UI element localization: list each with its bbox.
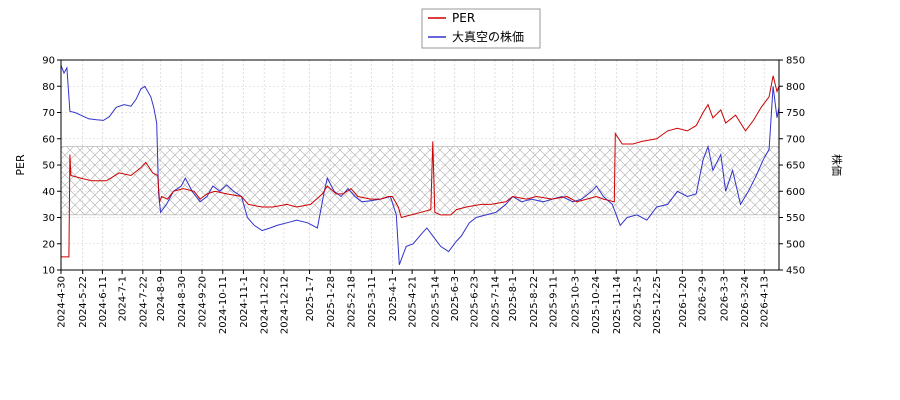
x-tick-label: 2025-4-21	[408, 276, 419, 328]
x-tick-label: 2025-8-1	[508, 276, 519, 321]
left-tick-label: 50	[42, 161, 55, 172]
x-tick-label: 2025-12-25	[652, 276, 663, 334]
x-tick-label: 2025-5-14	[430, 276, 441, 328]
legend: PER 大真空の株価	[421, 8, 541, 49]
left-tick-label: 90	[42, 56, 55, 67]
right-axis-label: 株価	[830, 154, 844, 176]
x-tick-label: 2025-6-23	[470, 276, 481, 328]
x-tick-label: 2025-4-1	[388, 276, 399, 321]
right-tick-label: 450	[786, 266, 805, 277]
right-tick-label: 600	[786, 187, 805, 198]
x-axis-ticks: 2024-4-30 2024-5-22 2024-6-11 2024-7-1 2024-…	[57, 270, 771, 334]
left-tick-label: 20	[42, 239, 55, 250]
left-tick-label: 70	[42, 108, 55, 119]
x-tick-label: 2024-8-30	[177, 276, 188, 328]
x-tick-label: 2025-1-28	[326, 276, 337, 328]
x-tick-label: 2025-10-24	[591, 276, 602, 334]
right-tick-label: 650	[786, 161, 805, 172]
right-tick-label: 700	[786, 134, 805, 145]
left-tick-label: 10	[42, 266, 55, 277]
x-tick-label: 2025-6-3	[450, 276, 461, 321]
crosshatch-band	[60, 146, 780, 216]
x-tick-label: 2025-12-5	[632, 276, 643, 328]
x-tick-label: 2024-12-12	[279, 276, 290, 334]
legend-label-price: 大真空の株価	[452, 29, 524, 44]
legend-box	[421, 8, 541, 49]
x-tick-label: 2025-10-3	[570, 276, 581, 328]
x-tick-label: 2025-1-7	[305, 276, 316, 321]
right-tick-label: 550	[786, 213, 805, 224]
x-tick-label: 2026-3-24	[740, 276, 751, 328]
right-axis-ticks: 450 500 550 600 650 700 750 800 850	[779, 56, 805, 277]
x-tick-label: 2024-11-1	[239, 276, 250, 328]
left-tick-label: 40	[42, 187, 55, 198]
x-tick-label: 2024-7-1	[118, 276, 129, 321]
left-axis-ticks: 10 20 30 40 50 60 70 80 90	[42, 56, 61, 277]
x-tick-label: 2024-7-22	[138, 276, 149, 328]
x-tick-label: 2024-8-9	[156, 276, 167, 321]
x-tick-label: 2025-11-14	[612, 276, 623, 334]
right-tick-label: 800	[786, 82, 805, 93]
series-per-line	[61, 75, 779, 258]
left-axis-label: PER	[14, 154, 27, 176]
x-tick-label: 2026-2-9	[698, 276, 709, 321]
right-tick-label: 500	[786, 239, 805, 250]
right-tick-label: 750	[786, 108, 805, 119]
x-tick-label: 2026-4-13	[760, 276, 771, 328]
left-tick-label: 60	[42, 134, 55, 145]
right-tick-label: 850	[786, 56, 805, 67]
left-tick-label: 80	[42, 82, 55, 93]
x-tick-label: 2026-1-20	[678, 276, 689, 328]
x-tick-label: 2025-2-18	[346, 276, 357, 328]
x-tick-label: 2025-3-11	[367, 276, 378, 328]
x-tick-label: 2025-8-22	[529, 276, 540, 328]
x-tick-label: 2025-7-14	[490, 276, 501, 328]
x-tick-label: 2024-11-22	[260, 276, 271, 334]
x-tick-label: 2024-10-11	[218, 276, 229, 334]
x-tick-label: 2024-9-20	[198, 276, 209, 328]
x-tick-label: 2024-4-30	[57, 276, 68, 328]
x-tick-label: 2024-6-11	[98, 276, 109, 328]
series-price-line	[61, 65, 779, 265]
x-tick-label: 2026-3-3	[719, 276, 730, 321]
legend-label-per: PER	[452, 11, 475, 25]
x-tick-label: 2025-9-11	[549, 276, 560, 328]
x-tick-label: 2024-5-22	[78, 276, 89, 328]
left-tick-label: 30	[42, 213, 55, 224]
